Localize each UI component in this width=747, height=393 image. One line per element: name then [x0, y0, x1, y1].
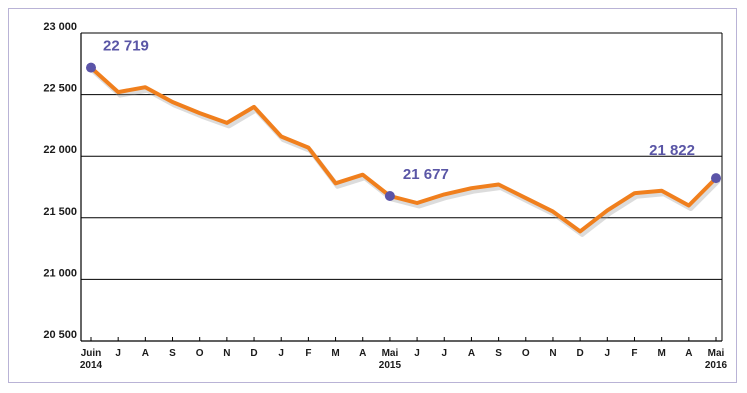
x-tick-label: J [278, 348, 284, 359]
x-tick-label: J [414, 348, 420, 359]
x-tick-label: D [250, 348, 257, 359]
x-tick-label: A [468, 348, 475, 359]
series-layer [89, 65, 721, 237]
x-tick-label: M [657, 348, 665, 359]
series-line [89, 65, 718, 234]
y-tick-labels: 23 000 22 500 22 000 21 500 21 000 20 500 [43, 21, 77, 341]
grid-lines [81, 32, 722, 280]
x-tick-label: S [169, 348, 176, 359]
series-line-shadow [90, 68, 721, 237]
chart-frame: 23 000 22 500 22 000 21 500 21 000 20 500 Jui… [8, 8, 737, 383]
data-label: 21 677 [403, 166, 449, 183]
x-tick-label: N [223, 348, 230, 359]
highlight-point [711, 173, 721, 184]
x-tick-label: M [331, 348, 339, 359]
x-tick-label: Mai [382, 348, 399, 359]
x-tick-label: Mai [708, 348, 725, 359]
x-tick-year: 2016 [705, 360, 728, 371]
y-tick-label: 20 500 [43, 329, 77, 341]
x-tick-label: Juin [81, 348, 102, 359]
x-tick-label: O [196, 348, 204, 359]
x-tick-label: F [305, 348, 311, 359]
x-tick-label: A [359, 348, 366, 359]
highlight-markers [86, 62, 721, 201]
x-tick-label: S [495, 348, 502, 359]
x-tick-label: A [142, 348, 149, 359]
x-tick-label: J [605, 348, 611, 359]
y-tick-label: 21 000 [43, 267, 77, 279]
axes [80, 33, 723, 342]
x-tick-year: 2014 [80, 360, 103, 371]
x-tick-label: N [549, 348, 556, 359]
x-tick-label: J [441, 348, 447, 359]
y-tick-label: 22 500 [43, 83, 77, 95]
y-tick-label: 23 000 [43, 21, 77, 33]
line-chart: 23 000 22 500 22 000 21 500 21 000 20 500 Jui… [43, 21, 728, 371]
y-tick-label: 21 500 [43, 206, 77, 218]
data-label: 22 719 [103, 38, 149, 55]
x-tick-label: F [631, 348, 637, 359]
data-labels: 22 719 21 677 21 822 [103, 38, 695, 183]
x-tick-label: O [522, 348, 530, 359]
y-tick-label: 22 000 [43, 144, 77, 156]
x-tick-year: 2015 [379, 360, 402, 371]
highlight-point [86, 62, 96, 73]
x-tick-label: D [577, 348, 584, 359]
x-tick-label: J [115, 348, 121, 359]
data-label: 21 822 [649, 142, 695, 159]
x-tick-label: A [685, 348, 692, 359]
highlight-point [384, 190, 395, 201]
